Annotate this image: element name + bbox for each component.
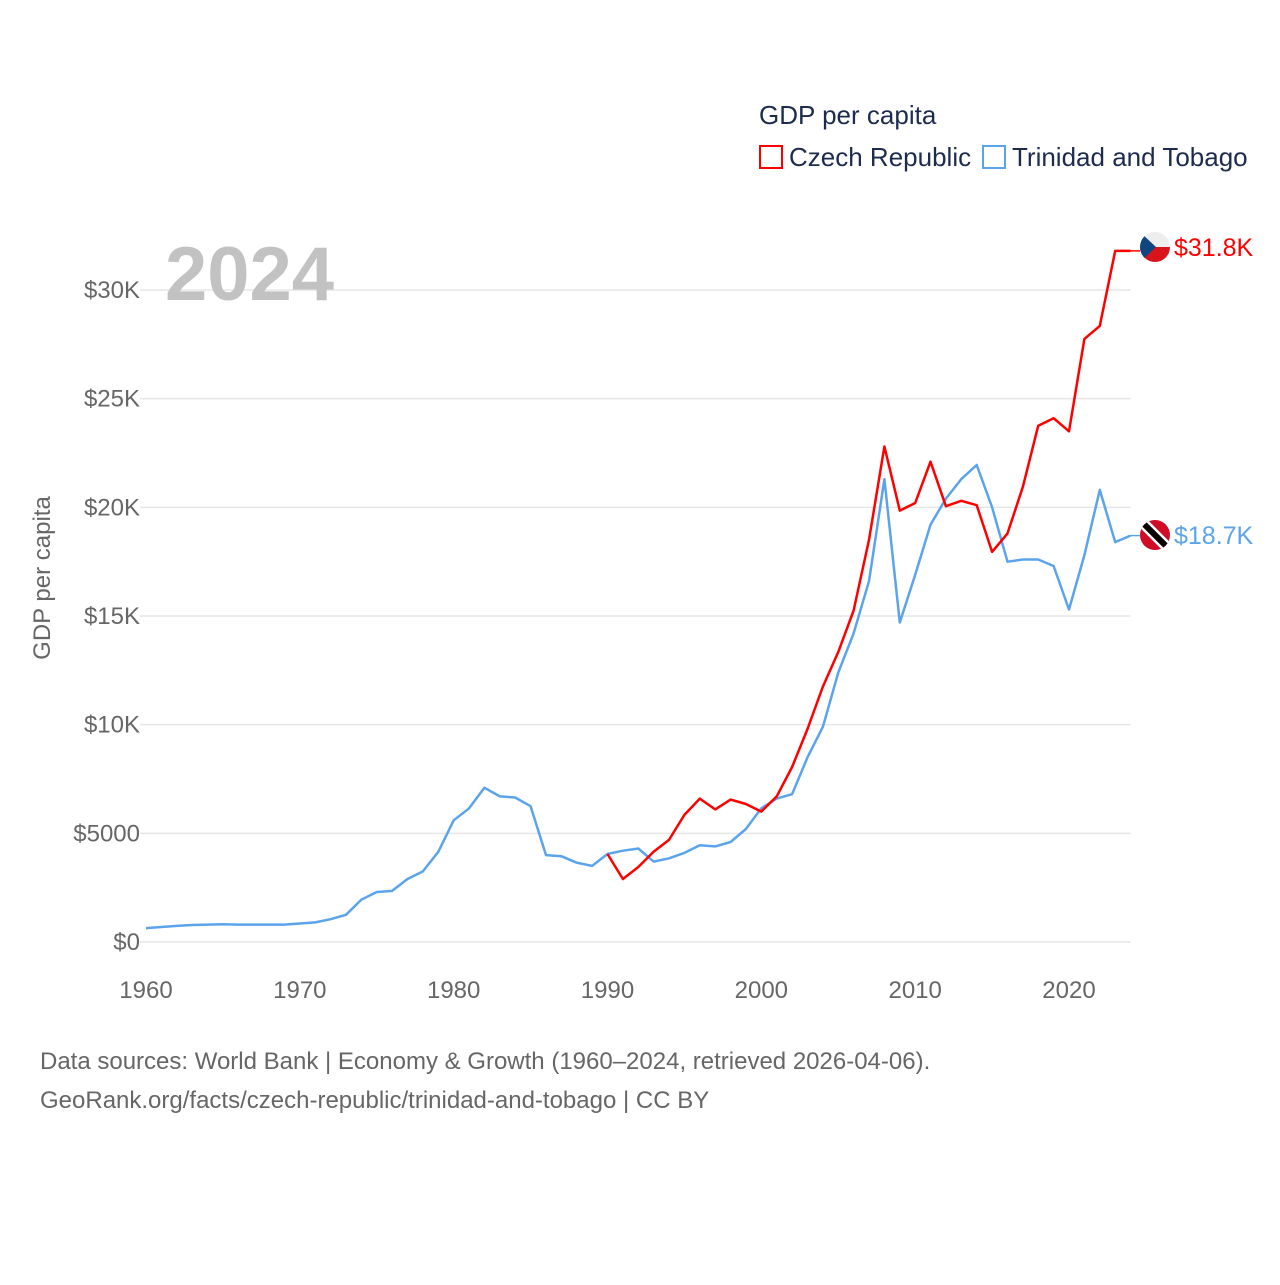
legend: GDP per capita Czech Republic Trinidad a… <box>759 100 1248 172</box>
x-axis: 1960 1970 1980 1990 2000 2010 2020 <box>119 977 1095 1004</box>
y-tick-label: $25K <box>84 386 140 413</box>
legend-item-czech-republic[interactable]: Czech Republic <box>759 142 971 172</box>
series-lines <box>145 249 1140 930</box>
x-tick-label: 1990 <box>581 977 634 1004</box>
series-line-czech-republic <box>606 249 1131 881</box>
y-tick-label: $30K <box>84 277 140 304</box>
y-tick-label: $5000 <box>73 820 140 847</box>
trinidad-flag-icon <box>1140 520 1170 550</box>
x-tick-label: 2020 <box>1042 977 1095 1004</box>
x-tick-label: 1960 <box>119 977 172 1004</box>
end-label-czech-republic: $31.8K <box>1174 234 1254 262</box>
legend-item-trinidad-and-tobago[interactable]: Trinidad and Tobago <box>982 142 1248 172</box>
x-tick-label: 2010 <box>888 977 941 1004</box>
y-tick-label: $20K <box>84 494 140 521</box>
footer-link[interactable]: GeoRank.org/facts/czech-republic/trinida… <box>40 1087 709 1114</box>
y-axis-label: GDP per capita <box>29 496 56 660</box>
legend-title: GDP per capita <box>759 100 937 130</box>
x-tick-label: 1970 <box>273 977 326 1004</box>
year-watermark: 2024 <box>165 232 334 317</box>
y-tick-label: $0 <box>113 929 140 956</box>
y-axis: $0 $5000 $10K $15K $20K $25K $30K <box>73 277 140 956</box>
gridlines <box>140 289 1131 943</box>
x-tick-label: 2000 <box>735 977 788 1004</box>
czech-flag-icon <box>1140 232 1170 262</box>
legend-swatch <box>759 145 783 169</box>
x-tick-label: 1980 <box>427 977 480 1004</box>
y-tick-label: $15K <box>84 603 140 630</box>
legend-label: Trinidad and Tobago <box>1012 142 1248 172</box>
series-line-trinidad-and-tobago <box>145 463 1131 930</box>
legend-swatch <box>982 145 1006 169</box>
y-tick-label: $10K <box>84 712 140 739</box>
end-label-trinidad-and-tobago: $18.7K <box>1174 522 1254 550</box>
footer-sources: Data sources: World Bank | Economy & Gro… <box>40 1048 930 1075</box>
legend-label: Czech Republic <box>789 142 971 172</box>
